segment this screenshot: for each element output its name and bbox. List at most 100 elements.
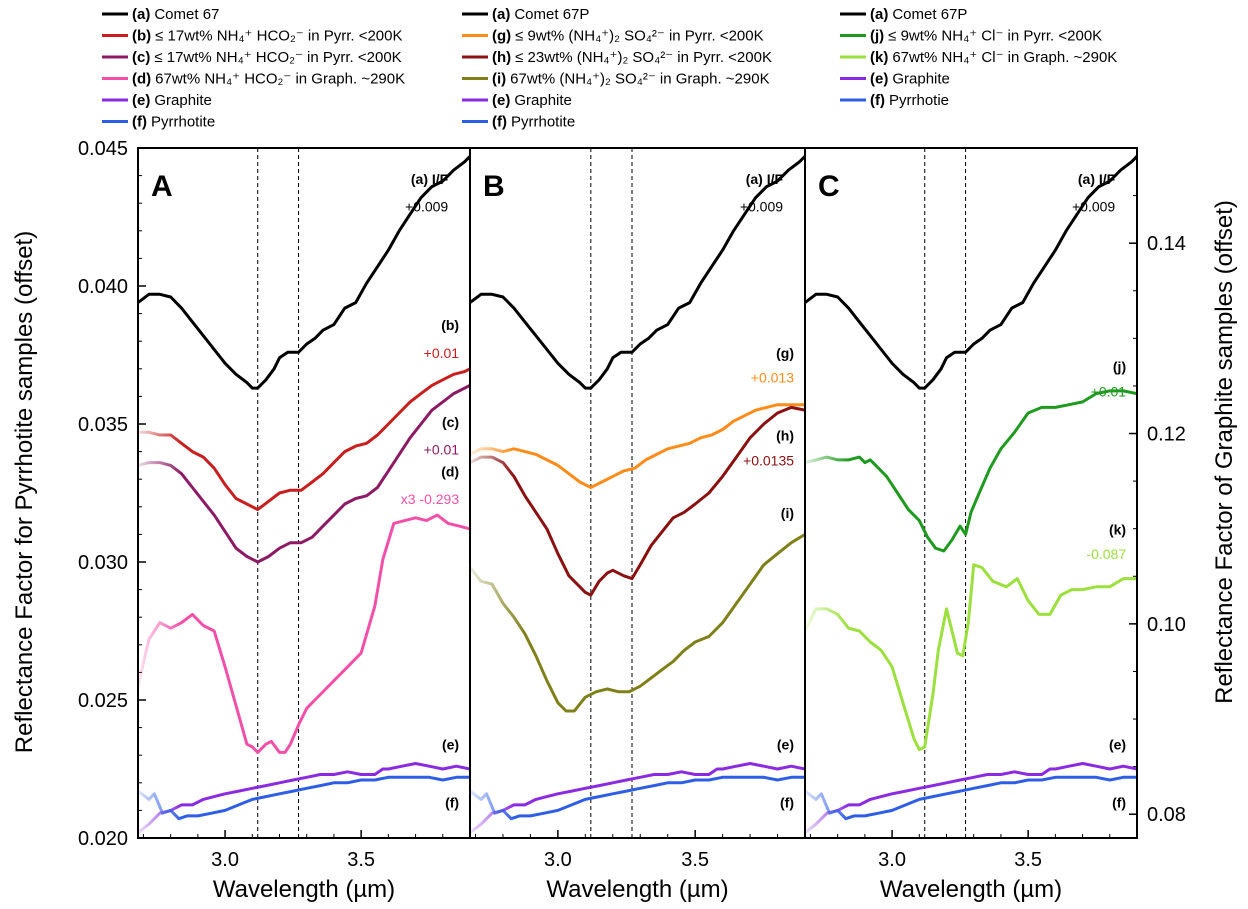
curve-offset-label: x3 -0.293 (401, 491, 460, 507)
right-y-tick-label: 0.10 (1147, 614, 1186, 636)
curve-offset-label: +0.013 (751, 370, 794, 386)
legend-entry: (f) Pyrrhotie (870, 92, 949, 109)
legend-tag: (k) (870, 49, 888, 66)
panel-frame (469, 147, 806, 839)
series-line-e (138, 762, 470, 834)
legend-entry: (f) Pyrrhotite (132, 114, 215, 131)
curve-label: (a) I/F (1078, 171, 1116, 187)
curve-label: (f) (445, 795, 459, 811)
curve-offset-label: +0.009 (1072, 198, 1115, 214)
curve-label: (k) (1109, 521, 1126, 537)
legend-tag: (a) (132, 6, 150, 23)
curve-offset-label: +0.01 (424, 345, 460, 361)
curve-label: (e) (1109, 737, 1126, 753)
series-line-a (138, 154, 470, 390)
legend-tag: (g) (492, 28, 511, 45)
series-group (138, 154, 470, 834)
panel-a: 3.0 3.5 Wavelength (µm) A (a) I/F +0.009 (b) +0… (137, 147, 471, 903)
left-y-tick-label: 0.025 (78, 690, 128, 712)
curve-label: (f) (1112, 795, 1126, 811)
curve-offset-label: +0.009 (740, 198, 783, 214)
legend-tag: (i) (492, 71, 506, 88)
curve-label: (a) I/F (746, 171, 784, 187)
curve-label: (j) (1113, 359, 1126, 375)
left-y-tick-label: 0.045 (78, 138, 128, 160)
x-tick-label: 3.0 (878, 849, 906, 871)
series-line-a (805, 154, 1137, 390)
right-y-axis-title: Reflectance Factor of Graphite samples (… (1211, 200, 1238, 704)
right-y-tick-label: 0.12 (1147, 424, 1186, 446)
x-tick-label: 3.0 (211, 849, 239, 871)
panel-letter: C (818, 170, 840, 203)
legend-entry: (e) Graphite (492, 92, 572, 109)
series-group (470, 154, 805, 834)
legend-text: Graphite (514, 92, 572, 109)
legend-entry: (b) ≤ 17wt% NH₄⁺ HCO₂⁻ in Pyrr. <200K (132, 28, 403, 45)
legend-tag: (b) (132, 28, 151, 45)
legend-text: Comet 67P (514, 6, 589, 23)
left-y-tick-label: 0.030 (78, 552, 128, 574)
legend-tag: (h) (492, 49, 511, 66)
legend-entry: (k) 67wt% NH₄⁺ Cl⁻ in Graph. ~290K (870, 49, 1117, 66)
legend-entry: (j) ≤ 9wt% NH₄⁺ Cl⁻ in Pyrr. <200K (870, 28, 1102, 45)
legend-text: Comet 67 (154, 6, 219, 23)
legend-entry: (h) ≤ 23wt% (NH₄⁺)₂ SO₄²⁻ in Pyrr. <200K (492, 49, 772, 66)
legend-b: (a) Comet 67P(g) ≤ 9wt% (NH₄⁺)₂ SO₄²⁻ in P… (462, 6, 772, 131)
x-axis-title: Wavelength (µm) (880, 876, 1062, 903)
series-line-i (470, 532, 805, 713)
panel-letter: A (151, 170, 173, 203)
legend-entry: (g) ≤ 9wt% (NH₄⁺)₂ SO₄²⁻ in Pyrr. <200K (492, 28, 764, 45)
right-y-tick-label: 0.08 (1147, 804, 1186, 826)
legend-text: 67wt% NH₄⁺ HCO₂⁻ in Graph. ~290K (155, 71, 405, 88)
curve-label: (i) (781, 505, 794, 521)
series-group (805, 154, 1137, 834)
curve-label: (g) (776, 345, 794, 361)
legend-text: 67wt% NH₄⁺ Cl⁻ in Graph. ~290K (892, 49, 1117, 66)
legend-entry: (a) Comet 67P (870, 6, 967, 23)
series-line-j (805, 389, 1137, 553)
left-y-tick-label: 0.035 (78, 414, 128, 436)
legend-c: (a) Comet 67P (j) ≤ 9wt% NH₄⁺ Cl⁻ in Pyrr. … (840, 6, 1117, 109)
curve-offset-label: +0.01 (1091, 383, 1127, 399)
legend-text: ≤ 9wt% (NH₄⁺)₂ SO₄²⁻ in Pyrr. <200K (515, 28, 763, 45)
legend-tag: (d) (132, 71, 151, 88)
curve-offset-label: +0.0135 (743, 452, 794, 468)
series-line-c (138, 383, 470, 564)
legend-entry: (d) 67wt% NH₄⁺ HCO₂⁻ in Graph. ~290K (132, 71, 405, 88)
series-line-e (470, 762, 805, 834)
curve-label: (f) (780, 795, 794, 811)
panel-b: 3.0 3.5 Wavelength (µm) B (a) I/F +0.009 (g) +0… (469, 147, 806, 903)
curve-label: (e) (442, 737, 459, 753)
legend-tag: (f) (870, 92, 885, 109)
legend-entry: (a) Comet 67P (492, 6, 589, 23)
panel-letter: B (483, 170, 505, 203)
legend-text: 67wt% (NH₄⁺)₂ SO₄²⁻ in Graph. ~290K (510, 71, 769, 88)
legend-entry: (c) ≤ 17wt% NH₄⁺ HCO₂⁻ in Pyrr. <200K (132, 49, 402, 66)
x-axis-title: Wavelength (µm) (546, 876, 728, 903)
curve-offset-label: +0.009 (405, 198, 448, 214)
legend-tag: (f) (132, 114, 147, 131)
x-axis-title: Wavelength (µm) (213, 876, 395, 903)
legend-text: ≤ 17wt% NH₄⁺ HCO₂⁻ in Pyrr. <200K (154, 49, 401, 66)
series-line-g (470, 403, 805, 489)
legend-tag: (c) (132, 49, 150, 66)
series-line-e (805, 762, 1137, 834)
curve-label: (a) I/F (411, 171, 449, 187)
curve-label: (h) (776, 428, 794, 444)
curve-label: (e) (777, 737, 794, 753)
legend-tag: (j) (870, 28, 884, 45)
panel-frame (804, 147, 1138, 839)
series-line-a (470, 154, 805, 390)
legend-entry: (a) Comet 67 (132, 6, 219, 23)
left-y-tick-label: 0.040 (78, 276, 128, 298)
legend-text: Graphite (892, 71, 950, 88)
x-tick-label: 3.0 (544, 849, 572, 871)
legend-tag: (a) (492, 6, 510, 23)
series-line-d (138, 513, 470, 754)
left-y-axis-title: Reflectance Factor for Pyrrhotite sample… (11, 231, 38, 753)
x-tick-label: 3.5 (681, 849, 709, 871)
x-tick-label: 3.5 (1014, 849, 1042, 871)
legend-text: ≤ 17wt% NH₄⁺ HCO₂⁻ in Pyrr. <200K (155, 28, 402, 45)
legend-text: Graphite (154, 92, 212, 109)
